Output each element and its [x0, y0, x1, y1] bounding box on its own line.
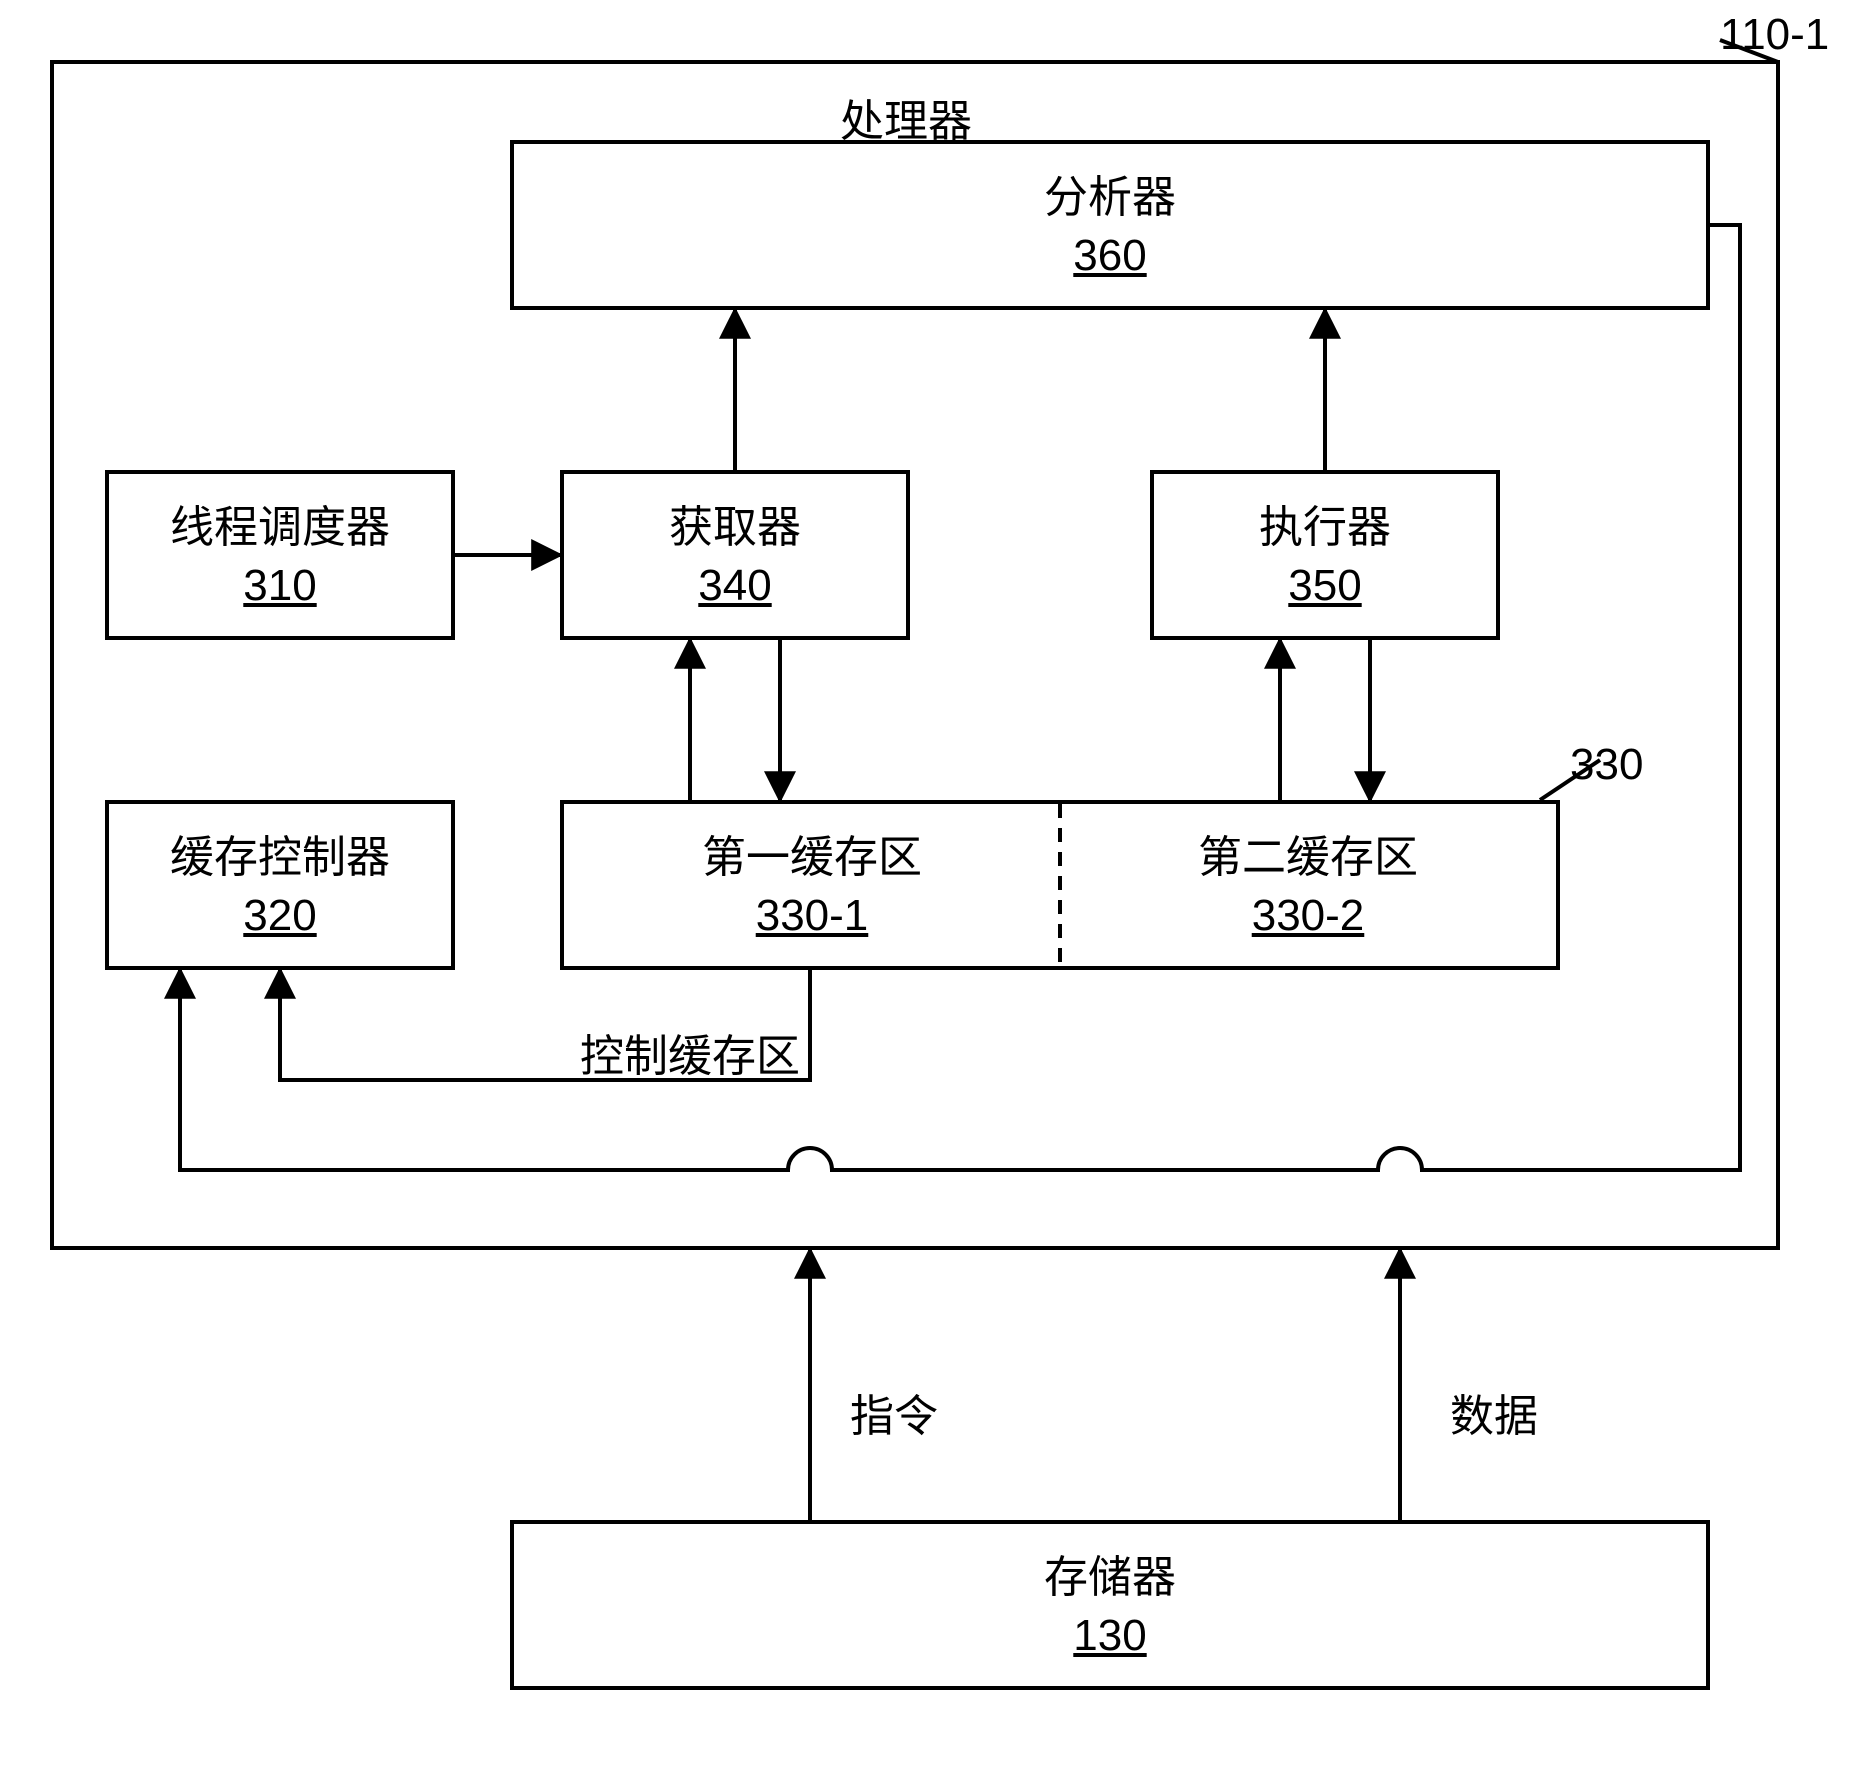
memory-num: 130 [1073, 1611, 1146, 1661]
data-label: 数据 [1450, 1380, 1538, 1444]
analyzer-num: 360 [1073, 231, 1146, 281]
memory-label: 存储器 [1044, 1549, 1176, 1606]
instruction-label: 指令 [850, 1380, 938, 1444]
analyzer-label: 分析器 [1044, 169, 1176, 226]
cache2-label: 第二缓存区 [1198, 829, 1418, 886]
diagram-canvas: 110-1 处理器 分析器 360 线程调度器 310 获取器 340 执行器 … [0, 0, 1856, 1769]
executor-box: 执行器 350 [1150, 470, 1500, 640]
cache-controller-label: 缓存控制器 [170, 829, 390, 886]
analyzer-box: 分析器 360 [510, 140, 1710, 310]
cache1-label: 第一缓存区 [702, 829, 922, 886]
executor-num: 350 [1288, 561, 1361, 611]
outer-ref-label: 110-1 [1720, 10, 1829, 60]
cache1-box: 第一缓存区 330-1 [560, 800, 1060, 970]
cache-group-ref-label: 330 [1570, 740, 1643, 790]
memory-box: 存储器 130 [510, 1520, 1710, 1690]
fetcher-label: 获取器 [669, 499, 801, 556]
executor-label: 执行器 [1259, 499, 1391, 556]
scheduler-box: 线程调度器 310 [105, 470, 455, 640]
fetcher-num: 340 [698, 561, 771, 611]
cache2-num: 330-2 [1252, 891, 1365, 941]
cache-controller-box: 缓存控制器 320 [105, 800, 455, 970]
cache-controller-num: 320 [243, 891, 316, 941]
cache1-num: 330-1 [756, 891, 869, 941]
scheduler-num: 310 [243, 561, 316, 611]
scheduler-label: 线程调度器 [170, 499, 390, 556]
control-cache-label: 控制缓存区 [580, 1020, 800, 1084]
cache2-box: 第二缓存区 330-2 [1060, 800, 1560, 970]
fetcher-box: 获取器 340 [560, 470, 910, 640]
